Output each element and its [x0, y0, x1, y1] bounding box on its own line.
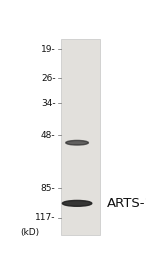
Ellipse shape [66, 140, 88, 145]
Text: 117-: 117- [35, 213, 56, 222]
Text: 48-: 48- [41, 131, 56, 140]
Text: (kD): (kD) [20, 228, 40, 237]
Text: 85-: 85- [41, 184, 56, 193]
Text: 19-: 19- [41, 45, 56, 54]
Ellipse shape [62, 200, 92, 206]
Text: ARTS-1: ARTS-1 [107, 197, 146, 210]
FancyBboxPatch shape [61, 39, 100, 235]
Text: 26-: 26- [41, 74, 56, 83]
Text: 34-: 34- [41, 99, 56, 108]
